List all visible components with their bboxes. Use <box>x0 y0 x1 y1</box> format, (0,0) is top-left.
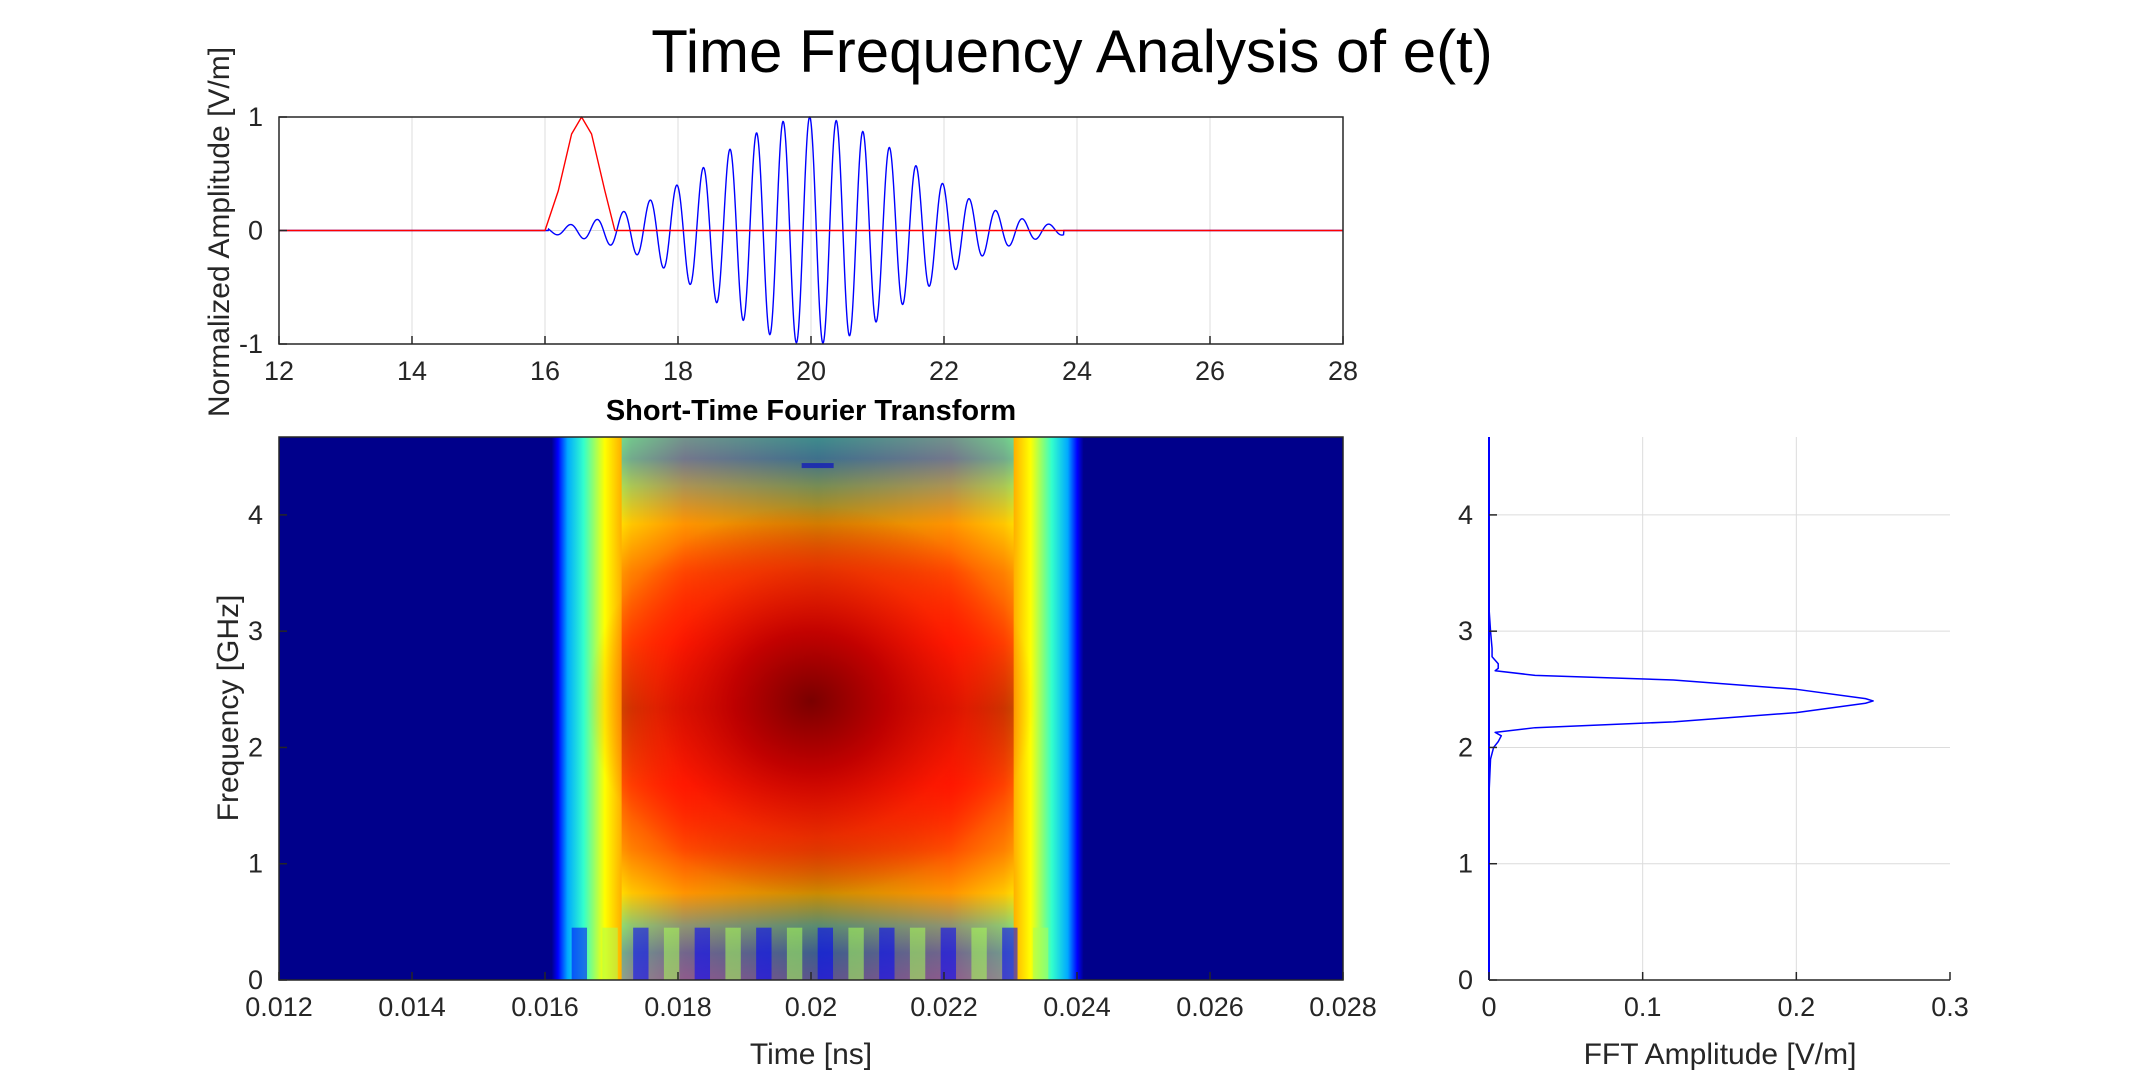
stft-lowfreq-stripe <box>817 927 834 980</box>
fft-xtick-label: 0.1 <box>1624 992 1662 1022</box>
fft-ytick-label: 2 <box>1458 732 1473 762</box>
stft-lowfreq-stripe <box>909 927 926 980</box>
stft-ytick-label: 4 <box>248 500 263 530</box>
fft-panel: 0 0.1 0.2 0.3 0 1 2 3 4 FFT Amplitude [V/m] <box>1458 437 1969 1071</box>
time-signal-xtick-label: 20 <box>796 356 826 386</box>
stft-peak-spot <box>587 505 1035 897</box>
stft-title: Short-Time Fourier Transform <box>606 395 1016 427</box>
time-signal-xtick-label: 14 <box>397 356 427 386</box>
fft-lines <box>1488 437 1874 980</box>
stft-lowfreq-stripe <box>694 927 711 980</box>
fft-spectrum-line <box>1488 437 1874 980</box>
time-signal-xtick-label: 18 <box>663 356 693 386</box>
stft-xtick-label: 0.012 <box>245 992 313 1022</box>
time-signal-ylabel: Normalized Amplitude [V/m] <box>203 47 236 417</box>
stft-xtick-label: 0.018 <box>644 992 712 1022</box>
stft-xtick-label: 0.028 <box>1309 992 1377 1022</box>
stft-lowfreq-stripe <box>633 927 649 980</box>
fft-ytick-label: 0 <box>1458 965 1473 995</box>
figure-title: Time Frequency Analysis of e(t) <box>651 18 1492 85</box>
time-signal-xtick-label: 28 <box>1328 356 1358 386</box>
stft-lowfreq-stripe <box>786 927 803 980</box>
time-signal-ytick-label: -1 <box>239 329 263 359</box>
time-signal-xtick-label: 22 <box>929 356 959 386</box>
stft-xlabel: Time [ns] <box>750 1038 872 1071</box>
time-signal-xtick-label: 24 <box>1062 356 1092 386</box>
stft-ytick-label: 3 <box>248 616 263 646</box>
stft-ylabel: Frequency [GHz] <box>212 595 245 822</box>
stft-ticks: 0.012 0.014 0.016 0.018 0.02 0.022 0.024 0.026 0… <box>245 500 1377 1022</box>
stft-xtick-label: 0.026 <box>1176 992 1244 1022</box>
time-signal-ticks: 12 14 16 18 20 22 24 26 28 -1 0 1 <box>239 102 1358 386</box>
time-signal-panel: 12 14 16 18 20 22 24 26 28 -1 0 1 Normalized Amplit… <box>203 47 1358 417</box>
stft-lowfreq-stripe <box>602 927 618 980</box>
stft-energy-region <box>551 437 1084 980</box>
time-signal-red-window <box>279 116 1343 232</box>
stft-xtick-label: 0.024 <box>1043 992 1111 1022</box>
stft-xtick-label: 0.016 <box>511 992 579 1022</box>
time-signal-xtick-label: 12 <box>264 356 294 386</box>
stft-xtick-label: 0.022 <box>910 992 978 1022</box>
fft-xlabel: FFT Amplitude [V/m] <box>1584 1038 1857 1071</box>
stft-lowfreq-stripe <box>940 927 957 980</box>
fft-ytick-label: 1 <box>1458 849 1473 879</box>
stft-ytick-label: 1 <box>248 849 263 879</box>
stft-ytick-label: 0 <box>248 965 263 995</box>
stft-lowfreq-stripe <box>848 927 864 980</box>
stft-lowfreq-stripe <box>571 927 588 980</box>
fft-xtick-label: 0.3 <box>1931 992 1969 1022</box>
time-signal-ytick-label: 0 <box>248 216 263 246</box>
stft-xtick-label: 0.014 <box>378 992 446 1022</box>
fft-grid <box>1489 437 1950 980</box>
time-signal-ytick-label: 1 <box>248 102 263 132</box>
stft-panel: Short-Time Fourier Transform <box>212 395 1377 1071</box>
time-signal-xtick-label: 26 <box>1195 356 1225 386</box>
fft-ytick-label: 4 <box>1458 500 1473 530</box>
stft-ytick-label: 2 <box>248 732 263 762</box>
stft-lowfreq-stripe <box>971 927 987 980</box>
time-signal-lines <box>279 116 1343 345</box>
stft-lowfreq-stripe <box>1032 927 1049 980</box>
time-signal-xtick-label: 16 <box>530 356 560 386</box>
stft-xtick-label: 0.02 <box>785 992 838 1022</box>
stft-lowfreq-stripe <box>725 927 741 980</box>
stft-lowfreq-stripe <box>756 927 772 980</box>
stft-lowfreq-stripe <box>1002 927 1018 980</box>
fft-xtick-label: 0.2 <box>1778 992 1816 1022</box>
fft-ticks: 0 0.1 0.2 0.3 0 1 2 3 4 <box>1458 500 1969 1022</box>
fft-xtick-label: 0 <box>1481 992 1496 1022</box>
stft-lowfreq-stripe <box>663 927 680 980</box>
stft-top-band <box>801 463 834 469</box>
stft-lowfreq-stripe <box>879 927 895 980</box>
fft-ytick-label: 3 <box>1458 616 1473 646</box>
